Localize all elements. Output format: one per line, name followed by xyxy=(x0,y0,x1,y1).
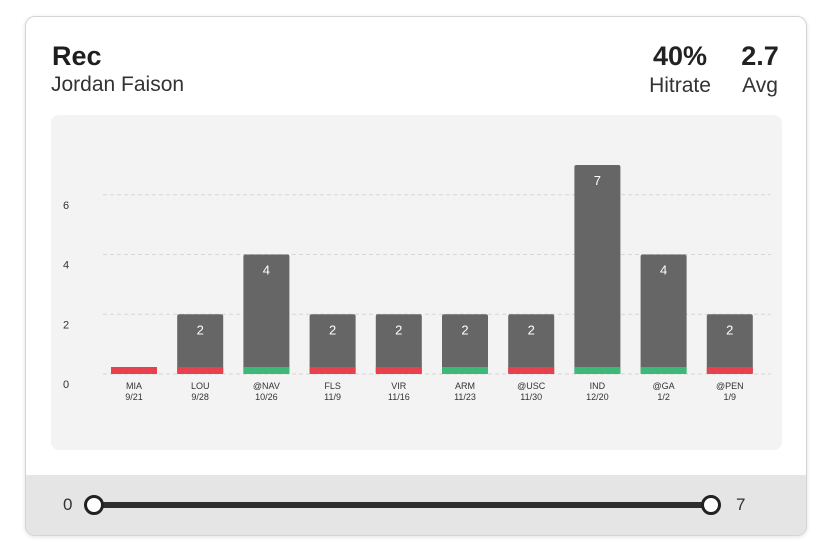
range-filter: 0 7 xyxy=(26,475,806,535)
bar-chart-area: 0 2 4 6 MIA 9/21 2 LOU 9/28 4 @NAV 10/26 2 FLS 11/9 2 VI… xyxy=(51,115,782,450)
range-min-label: 0 xyxy=(63,495,73,514)
x-date-label-1: 9/28 xyxy=(191,392,209,402)
result-strip-2 xyxy=(243,367,290,374)
hitrate-value: 40% xyxy=(652,41,708,71)
bar-3 xyxy=(309,314,356,374)
bar-8 xyxy=(640,254,687,374)
bar-2 xyxy=(243,254,290,374)
bar-value-label-4: 2 xyxy=(395,322,402,337)
y-tick-label-1: 2 xyxy=(63,319,69,331)
result-strip-7 xyxy=(574,367,621,374)
x-date-label-3: 11/9 xyxy=(324,392,341,402)
x-tick-label-4: VIR xyxy=(391,381,407,391)
result-strip-3 xyxy=(309,367,356,374)
avg-value: 2.7 xyxy=(741,41,779,71)
y-tick-label-2: 4 xyxy=(63,260,69,272)
stat-card: Rec Jordan Faison 40% Hitrate 2.7 Avg 0 2… xyxy=(25,16,807,536)
bar-7 xyxy=(574,164,621,374)
result-strip-4 xyxy=(375,367,422,374)
x-date-label-5: 11/23 xyxy=(454,392,476,402)
result-strip-9 xyxy=(706,367,753,374)
x-tick-label-3: FLS xyxy=(324,381,341,391)
result-strip-8 xyxy=(640,367,687,374)
x-tick-label-1: LOU xyxy=(191,381,210,391)
x-tick-label-8: @GA xyxy=(653,381,675,391)
result-strip-5 xyxy=(442,367,488,374)
bar-4 xyxy=(375,314,422,374)
x-date-label-4: 11/16 xyxy=(388,392,410,402)
x-tick-label-7: IND xyxy=(590,381,606,391)
y-tick-label-3: 6 xyxy=(63,200,69,212)
bar-value-label-9: 2 xyxy=(726,322,733,337)
x-tick-label-2: @NAV xyxy=(253,381,280,391)
result-strip-0 xyxy=(111,367,157,374)
range-max-handle[interactable] xyxy=(701,495,721,515)
x-tick-label-6: @USC xyxy=(517,381,546,391)
bar-value-label-3: 2 xyxy=(329,322,336,337)
stat-title: Rec xyxy=(52,41,102,71)
hitrate-label: Hitrate xyxy=(649,74,711,97)
avg-stat: 2.7 Avg xyxy=(736,41,784,99)
range-track[interactable] xyxy=(94,502,712,508)
bar-6 xyxy=(508,314,555,374)
x-tick-label-0: MIA xyxy=(126,381,142,391)
player-name: Jordan Faison xyxy=(51,73,185,96)
bar-value-label-2: 4 xyxy=(263,263,270,278)
bar-value-label-7: 7 xyxy=(594,173,601,188)
x-date-label-6: 11/30 xyxy=(520,392,542,402)
x-date-label-7: 12/20 xyxy=(586,392,609,402)
range-max-label: 7 xyxy=(736,495,746,514)
x-date-label-2: 10/26 xyxy=(255,392,278,402)
x-date-label-8: 1/2 xyxy=(657,392,670,402)
x-date-label-9: 1/9 xyxy=(724,392,737,402)
x-tick-label-5: ARM xyxy=(455,381,475,391)
hitrate-stat: 40% Hitrate xyxy=(641,41,719,99)
bar-value-label-8: 4 xyxy=(660,263,667,278)
y-tick-label-0: 0 xyxy=(63,379,69,391)
avg-label: Avg xyxy=(742,74,778,97)
result-strip-6 xyxy=(508,367,555,374)
bar-5 xyxy=(442,314,488,374)
bar-9 xyxy=(706,314,753,374)
bar-1 xyxy=(177,314,224,374)
x-date-label-0: 9/21 xyxy=(125,392,143,402)
result-strip-1 xyxy=(177,367,224,374)
range-min-handle[interactable] xyxy=(84,495,104,515)
bar-value-label-5: 2 xyxy=(461,322,468,337)
x-tick-label-9: @PEN xyxy=(716,381,744,391)
bar-value-label-1: 2 xyxy=(197,322,204,337)
bar-value-label-6: 2 xyxy=(528,322,535,337)
